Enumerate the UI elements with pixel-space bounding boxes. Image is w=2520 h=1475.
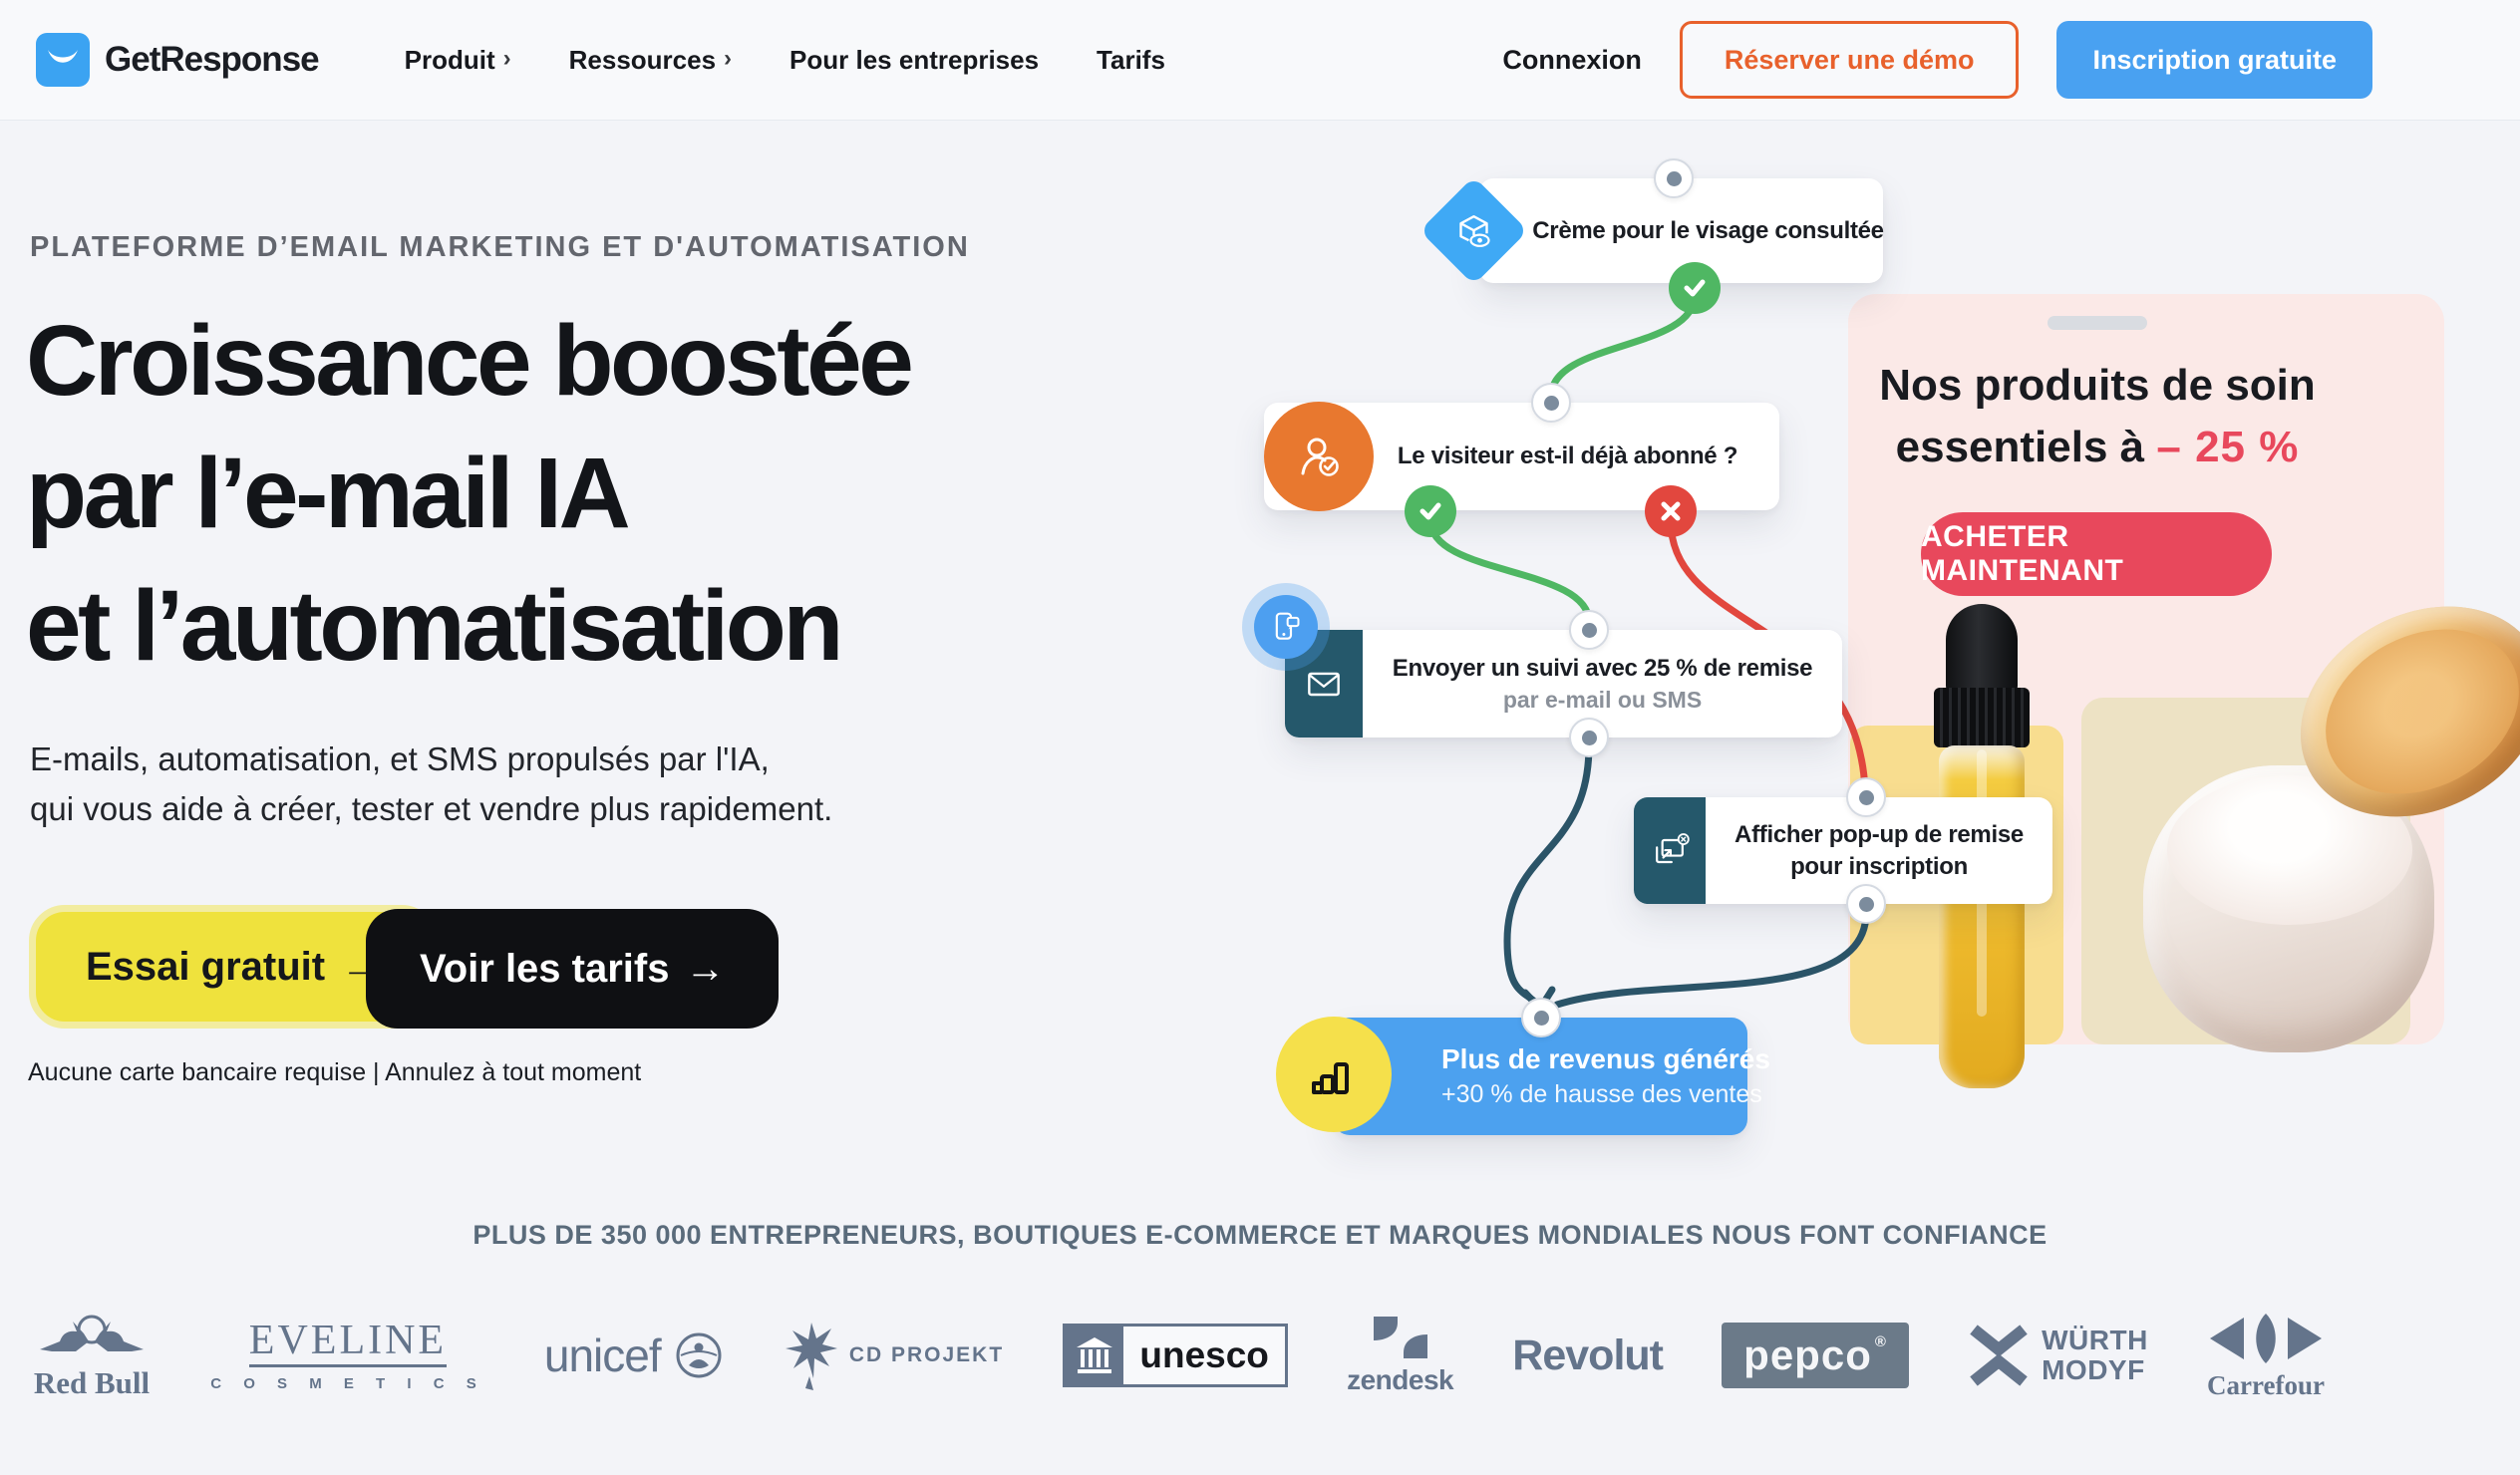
wurth-w-icon xyxy=(1970,1325,2028,1386)
logo-unesco: unesco xyxy=(1063,1324,1288,1387)
main-nav: Produit › Ressources › Pour les entreprise… xyxy=(405,45,1165,76)
phone-chat-icon xyxy=(1275,612,1300,640)
headline-line: Croissance boostée xyxy=(26,305,914,417)
connector-dot xyxy=(1569,718,1609,757)
yes-check-badge xyxy=(1405,485,1456,537)
brand-logo[interactable]: GetResponse xyxy=(36,33,320,87)
logo-zendesk: zendesk xyxy=(1347,1315,1454,1396)
signup-button[interactable]: Inscription gratuite xyxy=(2056,21,2372,99)
envelope-icon xyxy=(1308,672,1340,697)
carrefour-mark-icon xyxy=(2209,1313,2322,1363)
redbull-bulls-icon xyxy=(40,1315,144,1351)
brand-logos-row: Red Bull EVELINE C O S M E T I C S unice… xyxy=(32,1290,2325,1421)
flow-node-send-followup: Envoyer un suivi avec 25 % de remise par… xyxy=(1285,630,1842,738)
popup-window-icon xyxy=(1656,832,1690,863)
headline-line: et l’automatisation xyxy=(26,570,843,682)
headline-line: par l’e-mail IA xyxy=(26,438,631,549)
sms-circle xyxy=(1254,595,1318,659)
flow-node-revenue-result: Plus de revenus générés +30 % de hausse … xyxy=(1334,1018,1770,1135)
logo-eveline: EVELINE C O S M E T I C S xyxy=(210,1317,485,1392)
nav-item-produit[interactable]: Produit › xyxy=(404,44,511,75)
no-x-badge xyxy=(1645,485,1697,537)
trial-disclaimer: Aucune carte bancaire requise | Annulez … xyxy=(28,1058,642,1086)
subtext-line: E-mails, automatisation, et SMS propulsé… xyxy=(30,740,770,777)
header-actions: Connexion Réserver une démo Inscription … xyxy=(1502,21,2372,99)
hero-eyebrow: PLATEFORME D’EMAIL MARKETING ET D'AUTOMA… xyxy=(30,231,970,263)
header: GetResponse Produit › Ressources › Pour le… xyxy=(0,0,2520,121)
popup-block xyxy=(1634,797,1706,904)
buy-now-button: ACHETER MAINTENANT xyxy=(1921,512,2272,596)
brand-name: GetResponse xyxy=(105,40,320,79)
nav-item-entreprises[interactable]: Pour les entreprises xyxy=(789,44,1040,75)
arrow-right-icon: → xyxy=(685,946,726,991)
nav-item-tarifs[interactable]: Tarifs xyxy=(1097,44,1165,75)
connector-dot xyxy=(1569,610,1609,650)
person-check-icon xyxy=(1301,438,1339,476)
dropper-bottle-cap xyxy=(1946,604,2018,696)
hero-headline: Croissance boostée par l’e-mail IA et l’… xyxy=(26,295,914,693)
getresponse-envelope-icon xyxy=(36,33,90,87)
connector-dot xyxy=(1654,158,1694,198)
logo-unicef: unicef xyxy=(544,1328,725,1382)
connector-dot xyxy=(1846,884,1886,924)
logo-cdprojekt: CD PROJEKT xyxy=(784,1321,1004,1390)
promo-title-line1: Nos produits de soin xyxy=(1879,361,2316,410)
flow-node-show-popup: Afficher pop-up de remise pour inscripti… xyxy=(1634,797,2052,904)
nav-item-ressources[interactable]: Ressources › xyxy=(568,44,733,75)
logo-pepco: pepco ® xyxy=(1722,1323,1909,1388)
product-viewed-diamond xyxy=(1419,176,1528,285)
zendesk-mark-icon xyxy=(1373,1317,1427,1358)
book-demo-button[interactable]: Réserver une démo xyxy=(1679,21,2020,99)
connector-dot xyxy=(1521,998,1561,1037)
connector-dot xyxy=(1531,383,1571,423)
check-icon xyxy=(1419,502,1441,520)
logo-revolut: Revolut xyxy=(1512,1330,1664,1379)
subtext-line: qui vous aide à créer, tester et vendre … xyxy=(30,790,833,827)
dropper-bottle-collar xyxy=(1934,688,2030,747)
chevron-down-icon: › xyxy=(724,45,733,72)
see-pricing-button[interactable]: Voir les tarifs → xyxy=(366,909,780,1029)
logo-wurth-modyf: WÜRTH MODYF xyxy=(1968,1324,2148,1387)
hero-subtext: E-mails, automatisation, et SMS propulsé… xyxy=(30,735,832,834)
revenue-circle xyxy=(1276,1017,1392,1132)
promo-drag-pill xyxy=(2048,316,2147,330)
unicef-emblem-icon xyxy=(676,1332,722,1378)
yes-check-badge xyxy=(1669,262,1721,314)
logo-redbull: Red Bull xyxy=(32,1310,152,1401)
x-icon xyxy=(1661,501,1681,521)
login-link[interactable]: Connexion xyxy=(1502,44,1642,75)
bar-chart-icon xyxy=(1312,1062,1349,1094)
unesco-temple-icon xyxy=(1066,1327,1123,1384)
condition-circle xyxy=(1264,402,1374,511)
logo-carrefour: Carrefour xyxy=(2207,1311,2325,1401)
check-icon xyxy=(1684,279,1706,297)
cdprojekt-bird-icon xyxy=(785,1323,837,1390)
promo-title-line2: essentiels à – 25 % xyxy=(1895,423,2300,471)
chevron-down-icon: › xyxy=(502,45,511,72)
connector-dot xyxy=(1846,777,1886,817)
social-proof-heading: PLUS DE 350 000 ENTREPRENEURS, BOUTIQUES… xyxy=(472,1220,2048,1250)
package-eye-icon xyxy=(1459,214,1490,247)
promo-discount: – 25 % xyxy=(2156,423,2300,471)
